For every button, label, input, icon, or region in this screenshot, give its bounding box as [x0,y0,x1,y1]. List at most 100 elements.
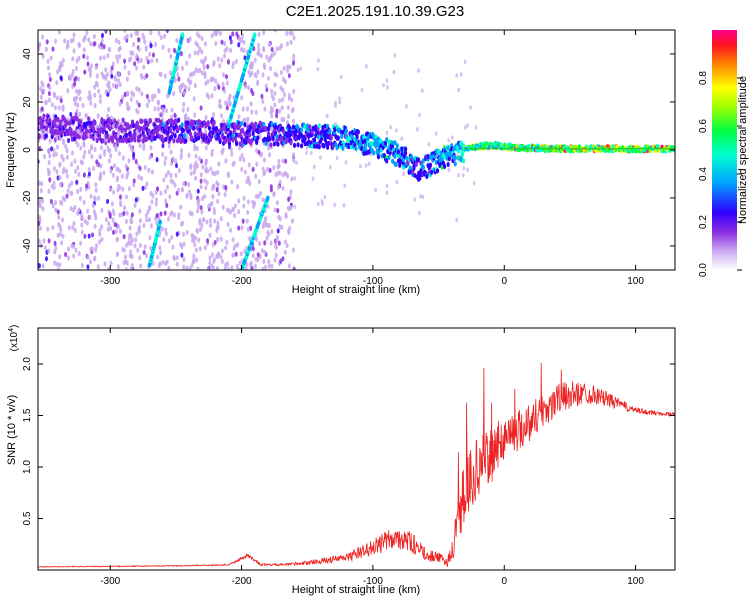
heatmap-cell [180,187,184,193]
heatmap-cell [407,169,411,175]
heatmap-cell [227,140,232,147]
heatmap-cell [196,50,200,56]
heatmap-cell [112,189,116,195]
heatmap-cell [145,73,149,79]
heatmap-cell [60,217,64,223]
heatmap-cell [192,253,196,259]
heatmap-cell [237,42,241,48]
heatmap-cell [77,76,81,82]
heatmap-cell [209,166,213,172]
heatmap-cell [123,127,128,133]
heatmap-cell [200,209,204,215]
heatmap-cell [182,181,186,187]
heatmap-cell [165,184,169,190]
heatmap-cell [43,245,47,251]
heatmap-cell [56,232,60,239]
heatmap-cell [296,142,300,148]
heatmap-cell [374,187,378,192]
heatmap-cell [167,143,171,149]
heatmap-cell [363,138,368,144]
heatmap-cell [148,235,152,241]
heatmap-cell [86,254,90,260]
heatmap-cell [202,64,206,71]
heatmap-cell [234,251,238,257]
heatmap-cell [277,163,281,169]
heatmap-cell [258,240,262,247]
heatmap-cell [261,45,265,51]
heatmap-cell [250,138,254,144]
heatmap-cell [342,203,346,208]
heatmap-cell [93,92,97,98]
heatmap-cell [161,107,165,113]
heatmap-cell [88,214,92,221]
heatmap-cell [333,202,337,208]
heatmap-cell [266,203,270,210]
heatmap-cell [124,254,128,260]
heatmap-cell [161,143,165,149]
heatmap-cell [75,116,79,122]
heatmap-cell [290,30,294,37]
heatmap-cell [139,263,143,269]
colorbar-ticks: 0.0 0.2 0.4 0.6 0.8 [698,71,742,277]
heatmap-cell [154,201,158,207]
heatmap-cell [420,88,424,93]
heatmap-cell [328,165,332,170]
heatmap-cell [125,33,129,39]
heatmap-cell [251,166,255,173]
heatmap-cell [288,64,292,70]
colorbar-label: Normalized spectral amplitude [737,76,749,224]
heatmap-cell [89,100,93,106]
heatmap-cell [82,199,86,205]
heatmap-cell [158,133,162,139]
heatmap-cell [426,153,430,160]
heatmap-cell [180,65,184,71]
heatmap-cell [198,127,202,133]
heatmap-cell [83,233,87,239]
heatmap-cell [175,255,179,261]
heatmap-cell [187,37,191,44]
heatmap-cell [128,225,132,231]
heatmap-cell [38,115,42,121]
heatmap-cell [81,102,85,108]
heatmap-cell [78,195,82,202]
heatmap-cell [217,161,221,167]
heatmap-cell [474,125,478,130]
heatmap-cell [270,88,274,95]
heatmap-cell [115,166,119,172]
heatmap-cell [260,93,264,99]
heatmap-cell [52,166,56,172]
heatmap-cell [226,59,230,65]
heatmap-cell [38,45,41,52]
heatmap-cell [124,267,128,270]
heatmap-cell [97,135,102,141]
heatmap-cell [91,232,95,238]
heatmap-cell [206,79,210,85]
heatmap-cell [269,65,273,72]
heatmap-cell [287,113,291,120]
heatmap-cell [178,85,182,91]
heatmap-cell [172,212,176,218]
heatmap-cell [469,105,472,110]
heatmap-cell [109,260,113,266]
heatmap-cell [122,234,126,240]
heatmap-cell [94,64,98,71]
heatmap-cell [200,35,204,42]
heatmap-cell [177,76,181,82]
heatmap-cell [212,206,216,212]
heatmap-cell [57,105,61,111]
heatmap-cell [123,205,127,211]
heatmap-cell [138,242,142,249]
heatmap-cell [274,252,278,258]
heatmap-cell [151,260,155,266]
heatmap-cell [242,39,246,45]
heatmap-cell [115,176,119,183]
heatmap-cell [291,106,295,112]
heatmap-cell [118,212,122,218]
heatmap-cell [466,167,470,173]
heatmap-cell [148,204,152,211]
heatmap-cell [161,121,165,128]
heatmap-cell [173,112,177,118]
heatmap-cell [130,147,134,153]
heatmap-cell [262,62,266,68]
heatmap-cell [174,158,178,164]
